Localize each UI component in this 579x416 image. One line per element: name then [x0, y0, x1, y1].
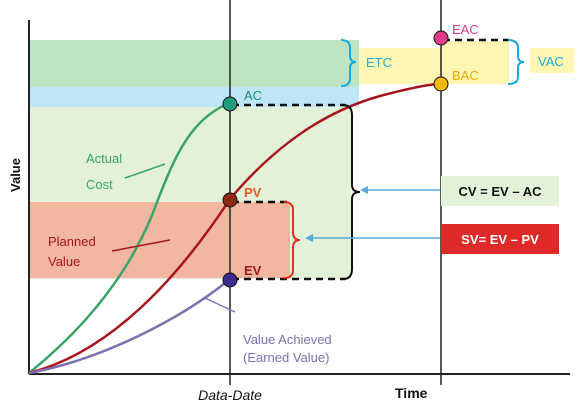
- vac-label-box: [530, 48, 574, 73]
- ev-point: [222, 272, 238, 288]
- actual-cost-label-2: Cost: [86, 177, 113, 192]
- sv-brace: [283, 201, 301, 279]
- earned-value-label-1: Value Achieved: [243, 332, 332, 347]
- planned-value-label-1: Planned: [48, 234, 96, 249]
- blue-band: [29, 87, 359, 107]
- actual-cost-label-1: Actual: [86, 151, 122, 166]
- etc-band: [29, 40, 359, 87]
- planned-value-label-2: Value: [48, 254, 80, 269]
- planned-value-curve: [28, 82, 442, 375]
- etc-label: ETC: [366, 55, 392, 70]
- earned-value-curve: [28, 278, 231, 375]
- sv-arrow-head: [305, 234, 313, 242]
- ac-label: AC: [244, 88, 262, 103]
- actual-cost-pointer: [124, 163, 166, 179]
- earned-value-pointer: [204, 297, 236, 313]
- actual-cost-curve: [28, 101, 231, 374]
- data-date-label: Data-Date: [198, 387, 262, 403]
- planned-value-pointer: [111, 239, 171, 252]
- sv-formula-box: [441, 224, 559, 254]
- cv-formula-box: [441, 176, 559, 206]
- vac-label: VAC: [538, 54, 564, 69]
- bac-point: [433, 76, 449, 92]
- etc-label-band: [359, 48, 441, 84]
- x-axis-label: Time: [395, 385, 428, 401]
- eac-label: EAC: [452, 22, 479, 37]
- sv-formula-text: SV= EV – PV: [461, 232, 539, 247]
- cv-arrow-head: [360, 186, 368, 194]
- etc-brace: [340, 39, 357, 87]
- eac-point: [433, 30, 449, 46]
- pv-point: [222, 192, 238, 208]
- vac-band: [441, 41, 509, 84]
- vac-brace: [507, 39, 525, 85]
- bac-label: BAC: [452, 68, 479, 83]
- earned-value-label-2: (Earned Value): [243, 350, 329, 365]
- ac-point: [222, 96, 238, 112]
- cv-brace: [342, 104, 361, 280]
- pv-label: PV: [244, 185, 262, 200]
- ev-label: EV: [244, 263, 262, 278]
- cv-formula-text: CV = EV – AC: [459, 184, 543, 199]
- y-axis-label: Value: [8, 158, 23, 192]
- sv-band: [29, 202, 290, 278]
